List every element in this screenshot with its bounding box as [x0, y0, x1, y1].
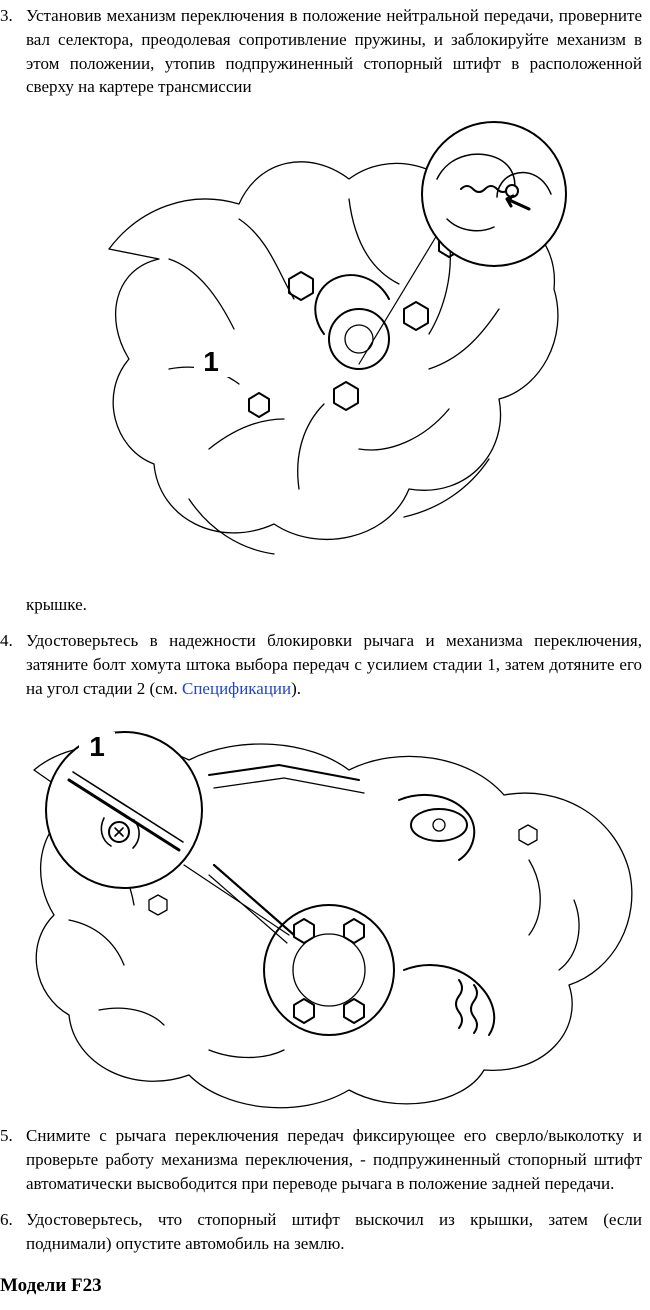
step-5-text: Снимите с рычага переключения передач фи… [26, 1126, 642, 1193]
step-3-text-b: крышке. [26, 595, 87, 614]
svg-text:1: 1 [89, 731, 105, 762]
step-6: Удостоверьтесь, что стопорный штифт выск… [0, 1208, 642, 1256]
step-4-text-a: Удостоверьтесь в надежности блокировки р… [26, 631, 642, 698]
step-4: Удостоверьтесь в надежности блокировки р… [0, 629, 642, 1110]
step-3: Установив механизм переключения в положе… [0, 4, 642, 617]
step-6-text: Удостоверьтесь, что стопорный штифт выск… [26, 1210, 642, 1253]
models-f23-heading: Модели F23 [0, 1273, 642, 1300]
step-3-text-a: Установив механизм переключения в положе… [26, 6, 642, 96]
step-4-text-b: ). [291, 679, 301, 698]
instruction-list: Установив механизм переключения в положе… [0, 4, 642, 1255]
step-5: Снимите с рычага переключения передач фи… [0, 1124, 642, 1195]
figure-2-clamp-bolt: 1 [29, 710, 639, 1110]
svg-text:1: 1 [203, 346, 219, 377]
specifications-link[interactable]: Спецификации [182, 679, 291, 698]
figure-1-transmission-pin: 1 [99, 109, 569, 579]
